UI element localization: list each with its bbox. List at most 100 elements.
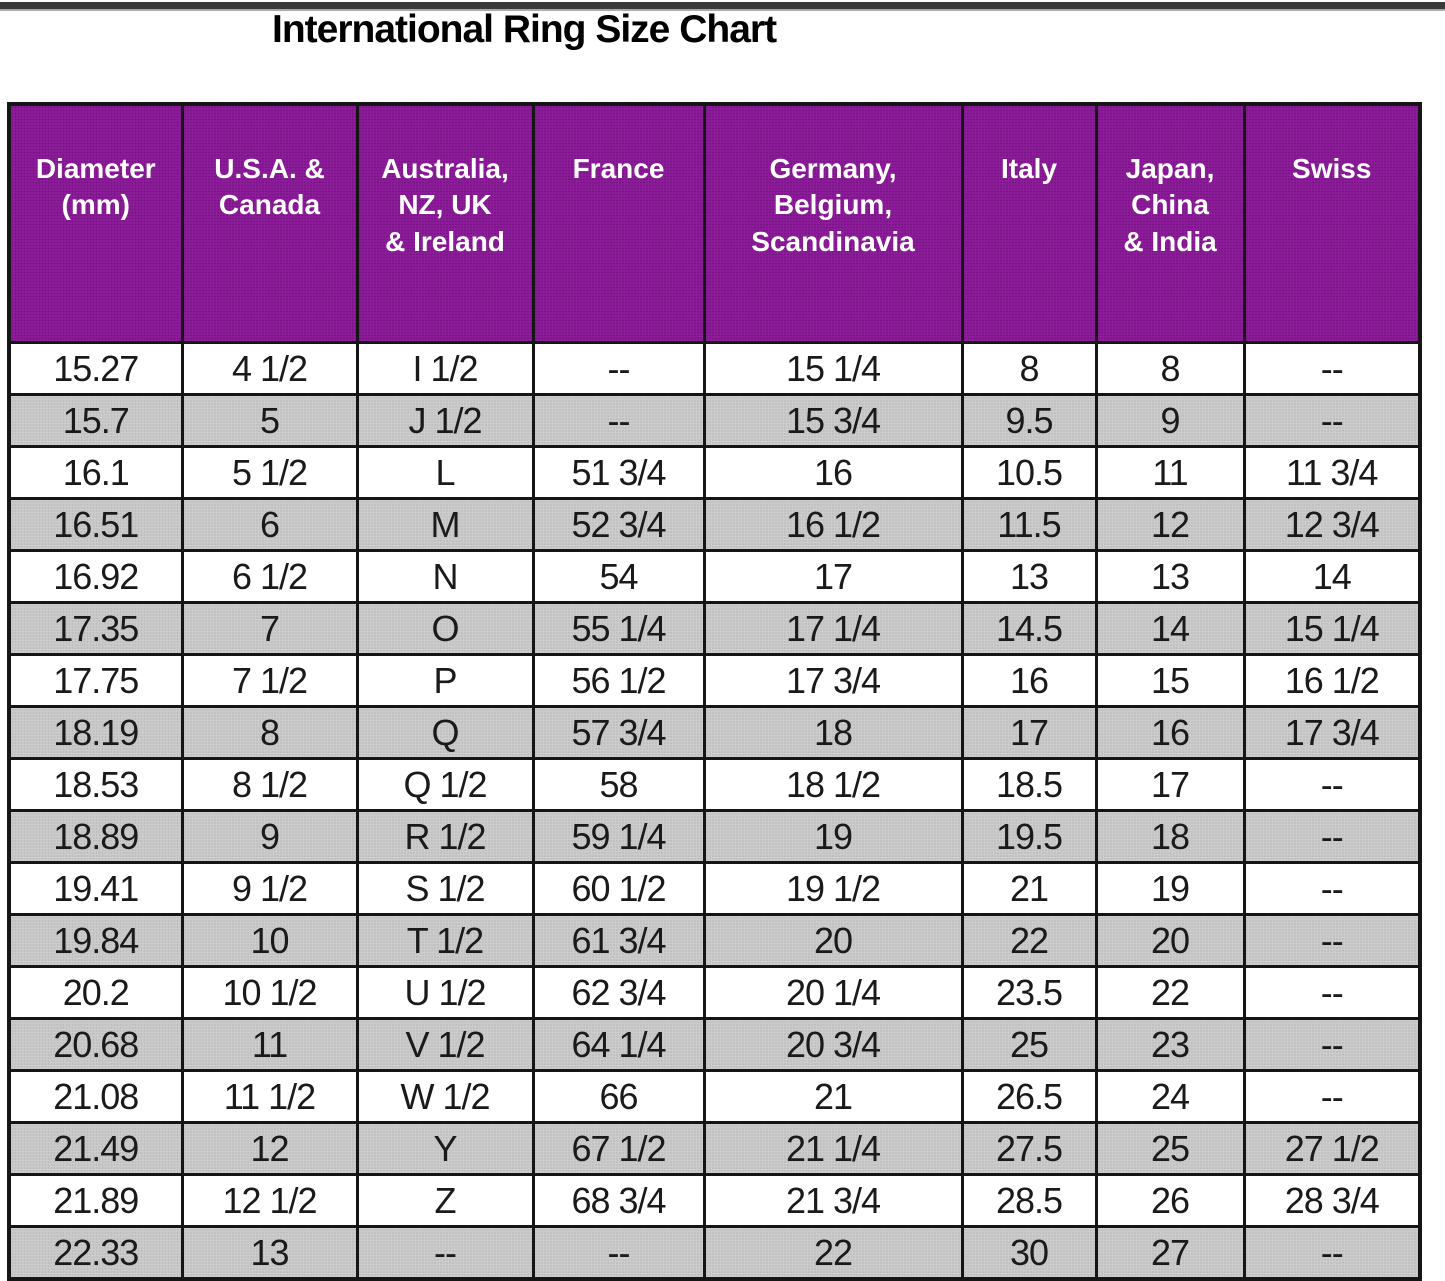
cell-france: 56 1/2 (531, 653, 706, 708)
cell-france: 66 (531, 1069, 706, 1124)
cell-italy: 26.5 (960, 1069, 1098, 1124)
cell-australia-nz-uk-ireland: I 1/2 (355, 341, 535, 396)
table-row: 21.08 11 1/2 W 1/2 66 21 26.5 24 -- (7, 1069, 1422, 1124)
table-row: 16.92 6 1/2 N 54 17 13 13 14 (7, 549, 1422, 604)
cell-japan-china-india: 24 (1094, 1069, 1246, 1124)
cell-swiss: -- (1242, 1017, 1422, 1072)
cell-usa-canada: 5 (180, 393, 359, 448)
cell-swiss: 11 3/4 (1242, 445, 1422, 500)
column-header-germany-belgium-scandinavia: Germany, Belgium, Scandinavia (702, 102, 964, 344)
cell-usa-canada: 4 1/2 (180, 341, 359, 396)
cell-swiss: -- (1242, 965, 1422, 1020)
cell-diameter-mm: 21.49 (7, 1121, 184, 1176)
cell-swiss: -- (1242, 809, 1422, 864)
cell-italy: 8 (960, 341, 1098, 396)
cell-australia-nz-uk-ireland: P (355, 653, 535, 708)
cell-france: -- (531, 1225, 706, 1281)
cell-diameter-mm: 21.89 (7, 1173, 184, 1228)
cell-japan-china-india: 11 (1094, 445, 1246, 500)
ring-size-table: Diameter (mm) U.S.A. & Canada Australia, N… (7, 102, 1422, 1281)
table-row: 15.7 5 J 1/2 -- 15 3/4 9.5 9 -- (7, 393, 1422, 448)
cell-usa-canada: 11 (180, 1017, 359, 1072)
cell-swiss: 16 1/2 (1242, 653, 1422, 708)
cell-italy: 30 (960, 1225, 1098, 1281)
cell-usa-canada: 6 1/2 (180, 549, 359, 604)
cell-italy: 10.5 (960, 445, 1098, 500)
column-header-australia-nz-uk-ireland: Australia, NZ, UK & Ireland (355, 102, 535, 344)
cell-usa-canada: 9 1/2 (180, 861, 359, 916)
cell-germany-belgium-scandinavia: 15 3/4 (702, 393, 964, 448)
cell-germany-belgium-scandinavia: 19 (702, 809, 964, 864)
cell-diameter-mm: 15.7 (7, 393, 184, 448)
cell-japan-china-india: 22 (1094, 965, 1246, 1020)
cell-australia-nz-uk-ireland: R 1/2 (355, 809, 535, 864)
cell-swiss: -- (1242, 1225, 1422, 1281)
cell-usa-canada: 12 (180, 1121, 359, 1176)
cell-usa-canada: 10 (180, 913, 359, 968)
table-row: 18.53 8 1/2 Q 1/2 58 18 1/2 18.5 17 -- (7, 757, 1422, 812)
cell-france: 68 3/4 (531, 1173, 706, 1228)
cell-usa-canada: 11 1/2 (180, 1069, 359, 1124)
table-row: 16.1 5 1/2 L 51 3/4 16 10.5 11 11 3/4 (7, 445, 1422, 500)
cell-france: -- (531, 341, 706, 396)
cell-diameter-mm: 19.41 (7, 861, 184, 916)
cell-japan-china-india: 12 (1094, 497, 1246, 552)
cell-australia-nz-uk-ireland: M (355, 497, 535, 552)
cell-swiss: -- (1242, 757, 1422, 812)
table-row: 21.49 12 Y 67 1/2 21 1/4 27.5 25 27 1/2 (7, 1121, 1422, 1176)
cell-australia-nz-uk-ireland: -- (355, 1225, 535, 1281)
cell-germany-belgium-scandinavia: 22 (702, 1225, 964, 1281)
cell-diameter-mm: 19.84 (7, 913, 184, 968)
cell-usa-canada: 5 1/2 (180, 445, 359, 500)
cell-swiss: -- (1242, 341, 1422, 396)
cell-swiss: 27 1/2 (1242, 1121, 1422, 1176)
cell-diameter-mm: 16.1 (7, 445, 184, 500)
table-row: 20.68 11 V 1/2 64 1/4 20 3/4 25 23 -- (7, 1017, 1422, 1072)
cell-australia-nz-uk-ireland: Y (355, 1121, 535, 1176)
cell-swiss: -- (1242, 393, 1422, 448)
cell-japan-china-india: 27 (1094, 1225, 1246, 1281)
cell-australia-nz-uk-ireland: V 1/2 (355, 1017, 535, 1072)
cell-japan-china-india: 26 (1094, 1173, 1246, 1228)
cell-italy: 9.5 (960, 393, 1098, 448)
cell-france: 57 3/4 (531, 705, 706, 760)
table-row: 16.51 6 M 52 3/4 16 1/2 11.5 12 12 3/4 (7, 497, 1422, 552)
table-body: 15.27 4 1/2 I 1/2 -- 15 1/4 8 8 -- 15.7 5 J 1/2 -- 1… (7, 341, 1422, 1281)
cell-australia-nz-uk-ireland: T 1/2 (355, 913, 535, 968)
cell-usa-canada: 12 1/2 (180, 1173, 359, 1228)
cell-japan-china-india: 16 (1094, 705, 1246, 760)
cell-diameter-mm: 17.75 (7, 653, 184, 708)
cell-australia-nz-uk-ireland: W 1/2 (355, 1069, 535, 1124)
cell-france: 64 1/4 (531, 1017, 706, 1072)
column-header-swiss: Swiss (1242, 102, 1422, 344)
cell-australia-nz-uk-ireland: Q 1/2 (355, 757, 535, 812)
cell-usa-canada: 7 (180, 601, 359, 656)
cell-japan-china-india: 13 (1094, 549, 1246, 604)
cell-germany-belgium-scandinavia: 17 1/4 (702, 601, 964, 656)
cell-italy: 11.5 (960, 497, 1098, 552)
cell-usa-canada: 10 1/2 (180, 965, 359, 1020)
cell-swiss: 14 (1242, 549, 1422, 604)
cell-germany-belgium-scandinavia: 17 (702, 549, 964, 604)
cell-italy: 25 (960, 1017, 1098, 1072)
column-header-france: France (531, 102, 706, 344)
cell-germany-belgium-scandinavia: 21 (702, 1069, 964, 1124)
column-header-diameter-mm: Diameter (mm) (7, 102, 184, 344)
cell-germany-belgium-scandinavia: 19 1/2 (702, 861, 964, 916)
table-row: 19.41 9 1/2 S 1/2 60 1/2 19 1/2 21 19 -- (7, 861, 1422, 916)
cell-swiss: -- (1242, 913, 1422, 968)
cell-italy: 14.5 (960, 601, 1098, 656)
cell-germany-belgium-scandinavia: 20 1/4 (702, 965, 964, 1020)
cell-diameter-mm: 22.33 (7, 1225, 184, 1281)
page-title: International Ring Size Chart (272, 8, 777, 51)
cell-italy: 21 (960, 861, 1098, 916)
cell-italy: 27.5 (960, 1121, 1098, 1176)
cell-usa-canada: 7 1/2 (180, 653, 359, 708)
cell-france: 62 3/4 (531, 965, 706, 1020)
cell-germany-belgium-scandinavia: 20 3/4 (702, 1017, 964, 1072)
cell-diameter-mm: 17.35 (7, 601, 184, 656)
cell-usa-canada: 9 (180, 809, 359, 864)
cell-australia-nz-uk-ireland: U 1/2 (355, 965, 535, 1020)
column-header-usa-canada: U.S.A. & Canada (180, 102, 359, 344)
cell-swiss: -- (1242, 861, 1422, 916)
